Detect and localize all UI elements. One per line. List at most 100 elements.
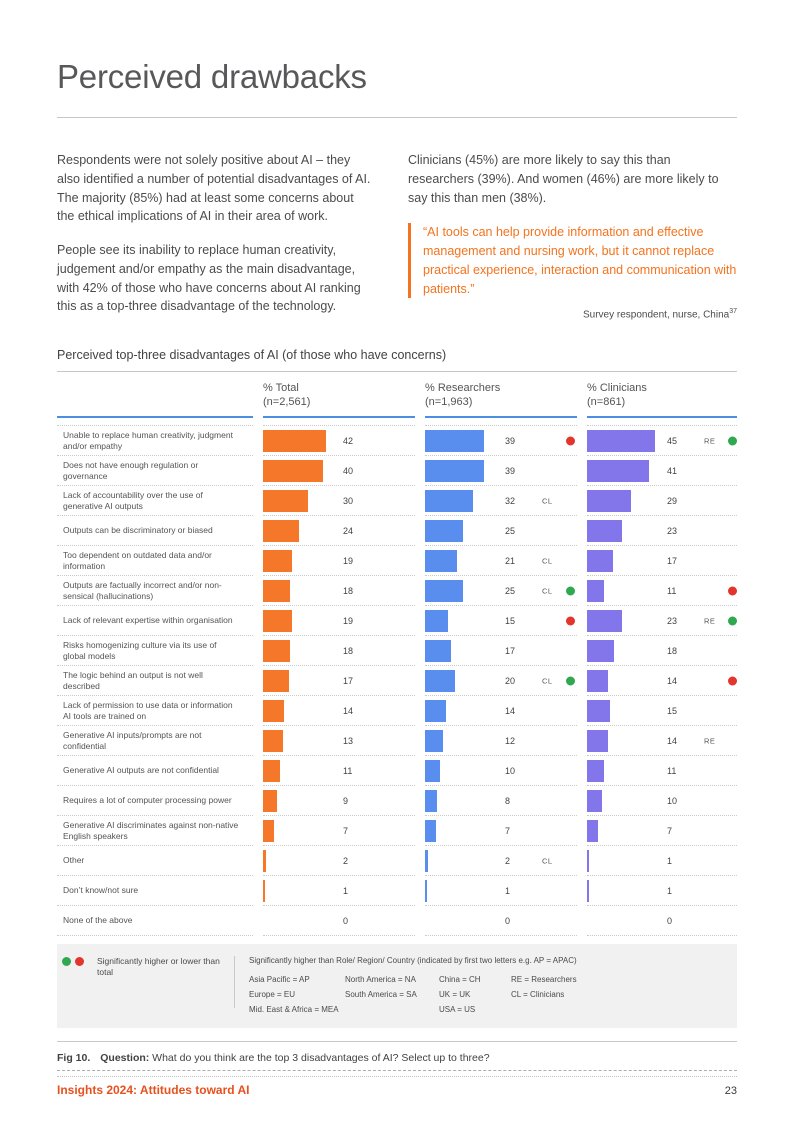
total-bar xyxy=(263,549,292,572)
clinicians-bar xyxy=(587,699,610,722)
clinicians-bar xyxy=(587,549,613,572)
value-label: 1 xyxy=(667,885,673,896)
chart-cell-total: 18 xyxy=(263,635,415,665)
total-bar xyxy=(263,699,284,722)
chart-cell-clinicians: 18 xyxy=(587,635,737,665)
value-label: 0 xyxy=(505,915,511,926)
significance-dot-red xyxy=(728,586,737,596)
figure-number: Fig 10. xyxy=(57,1051,91,1064)
chart-row: Generative AI inputs/prompts are not con… xyxy=(57,725,737,755)
value-label: 14 xyxy=(505,705,516,716)
value-label: 41 xyxy=(667,465,678,476)
legend-item: South America = SA xyxy=(345,990,417,1000)
researchers-bar xyxy=(425,759,440,782)
figure-caption: Fig 10. Question: What do you think are t… xyxy=(57,1040,737,1077)
chart-cell-clinicians: 7 xyxy=(587,815,737,845)
chart-cell-clinicians: 11 xyxy=(587,575,737,605)
row-category-label: Outputs can be discriminatory or biased xyxy=(57,515,253,545)
significance-letters: RE xyxy=(704,436,716,446)
significance-dot-red xyxy=(566,436,575,446)
value-label: 17 xyxy=(343,675,354,686)
chart-row: Generative AI outputs are not confidenti… xyxy=(57,755,737,785)
chart-cell-clinicians: 23 xyxy=(587,515,737,545)
chart-cell-clinicians: 17 xyxy=(587,545,737,575)
researchers-bar xyxy=(425,639,451,662)
total-bar xyxy=(263,519,299,542)
chart-cell-clinicians: 1 xyxy=(587,875,737,905)
legend-item: North America = NA xyxy=(345,975,416,985)
value-label: 13 xyxy=(343,735,354,746)
legend-item: RE = Researchers xyxy=(511,975,577,985)
researchers-bar xyxy=(425,609,448,632)
footnote-reference: 37 xyxy=(729,308,737,316)
total-bar xyxy=(263,639,290,662)
value-label: 18 xyxy=(343,585,354,596)
chart-header-researchers: % Researchers (n=1,963) xyxy=(425,381,577,419)
significance-letters: CL xyxy=(542,586,553,596)
legend-column: North America = NA South America = SA xyxy=(345,973,439,1017)
column-n: (n=861) xyxy=(587,396,626,409)
quote-attribution-text: Survey respondent, nurse, China xyxy=(583,309,730,321)
legend-right-section: Significantly higher than Role/ Region/ … xyxy=(235,956,727,1017)
chart-row: Does not have enough regulation or gover… xyxy=(57,455,737,485)
legend-column: Asia Pacific = AP Europe = EU Mid. East & … xyxy=(249,973,345,1017)
chart-cell-clinicians: 14 RE xyxy=(587,725,737,755)
chart-cell-clinicians: 41 xyxy=(587,455,737,485)
chart-row: Outputs can be discriminatory or biased 2… xyxy=(57,515,737,545)
row-category-label: Lack of accountability over the use of g… xyxy=(57,485,253,515)
total-bar xyxy=(263,579,290,602)
chart-row: Too dependent on outdated data and/or in… xyxy=(57,545,737,575)
legend-dot-red xyxy=(75,957,84,967)
legend-column: China = CH UK = UK USA = US xyxy=(439,973,511,1017)
legend-item: CL = Clinicians xyxy=(511,990,565,1000)
value-label: 12 xyxy=(505,735,516,746)
significance-letters: CL xyxy=(542,856,553,866)
clinicians-bar xyxy=(587,489,631,512)
significance-dot-green xyxy=(728,616,737,626)
chart-row: None of the above 0 0 0 xyxy=(57,905,737,935)
legend-columns: Asia Pacific = AP Europe = EU Mid. East & … xyxy=(249,973,727,1017)
row-category-label: Requires a lot of computer processing po… xyxy=(57,785,253,815)
page-footer: Insights 2024: Attitudes toward AI 23 xyxy=(57,1070,737,1097)
value-label: 18 xyxy=(667,645,678,656)
chart-header-clinicians: % Clinicians (n=861) xyxy=(587,381,737,419)
researchers-bar xyxy=(425,519,463,542)
value-label: 0 xyxy=(667,915,673,926)
legend-left-section: Significantly higher or lower than total xyxy=(62,956,234,977)
clinicians-bar xyxy=(587,639,614,662)
column-label: % Clinicians xyxy=(587,381,647,394)
chart-cell-researchers: 17 xyxy=(425,635,577,665)
chart-header-total: % Total (n=2,561) xyxy=(263,381,415,419)
chart-cell-researchers: 25 xyxy=(425,515,577,545)
chart-cell-researchers: 8 xyxy=(425,785,577,815)
legend-divider xyxy=(234,956,235,1009)
clinicians-bar xyxy=(587,429,655,452)
intro-left-column: Respondents were not solely positive abo… xyxy=(57,151,372,321)
researchers-bar xyxy=(425,729,443,752)
value-label: 10 xyxy=(667,795,678,806)
total-bar xyxy=(263,729,283,752)
chart-row: Lack of relevant expertise within organi… xyxy=(57,605,737,635)
value-label: 2 xyxy=(343,855,349,866)
value-label: 24 xyxy=(343,525,354,536)
value-label: 29 xyxy=(667,495,678,506)
row-category-label: Unable to replace human creativity, judg… xyxy=(57,425,253,455)
value-label: 15 xyxy=(667,705,678,716)
legend-column: RE = Researchers CL = Clinicians xyxy=(511,973,727,1017)
value-label: 1 xyxy=(343,885,349,896)
chart-cell-clinicians: 29 xyxy=(587,485,737,515)
value-label: 20 xyxy=(505,675,516,686)
row-category-label: Outputs are factually incorrect and/or n… xyxy=(57,575,253,605)
clinicians-bar xyxy=(587,789,602,812)
researchers-bar xyxy=(425,699,446,722)
intro-right-column: Clinicians (45%) are more likely to say … xyxy=(408,151,737,321)
value-label: 0 xyxy=(343,915,349,926)
row-category-label: Lack of permission to use data or inform… xyxy=(57,695,253,725)
chart-cell-clinicians: 15 xyxy=(587,695,737,725)
value-label: 19 xyxy=(343,555,354,566)
row-category-label: The logic behind an output is not well d… xyxy=(57,665,253,695)
column-label: % Researchers xyxy=(425,381,501,394)
chart-cell-researchers: 12 xyxy=(425,725,577,755)
chart-cell-researchers: 39 xyxy=(425,455,577,485)
value-label: 30 xyxy=(343,495,354,506)
